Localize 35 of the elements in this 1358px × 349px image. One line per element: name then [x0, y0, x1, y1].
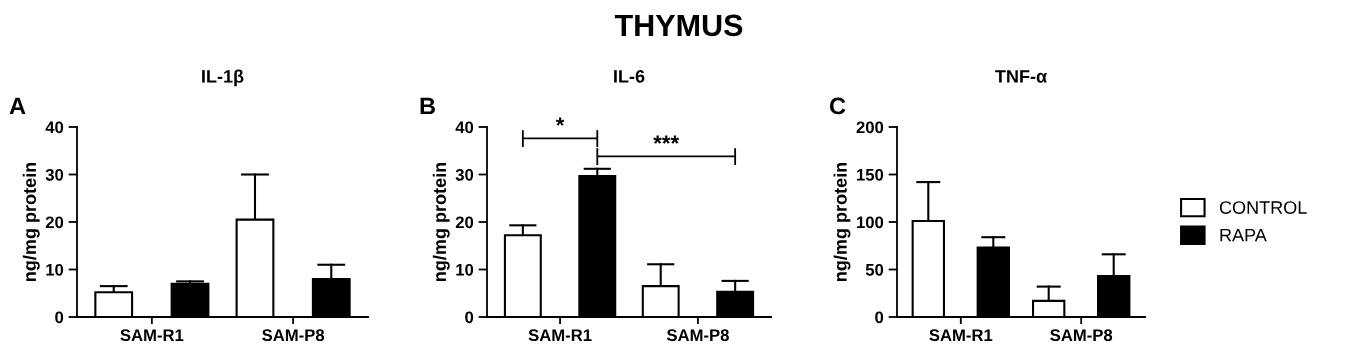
y-tick-label: 40	[45, 121, 64, 134]
y-tick-label: 100	[857, 216, 884, 229]
y-tick-label: 0	[465, 311, 474, 324]
y-tick-label: 30	[455, 168, 474, 181]
y-tick-label: 50	[865, 263, 884, 276]
text: C	[829, 97, 846, 115]
chart-title: IL-1β	[202, 69, 244, 87]
chart-title: IL-6	[614, 69, 645, 83]
y-axis-title: ng/mg protein	[833, 162, 851, 281]
y-tick-label: 30	[45, 168, 64, 181]
x-tick-label: SAM-P8	[262, 329, 325, 342]
y-tick-label: 10	[46, 263, 64, 276]
x-tick-label: SAM-R1	[120, 329, 184, 342]
y-tick-label: 0	[55, 311, 64, 324]
y-tick-label: 150	[857, 168, 884, 181]
x-tick-label: SAM-R1	[929, 329, 993, 342]
legend-label: RAPA	[1220, 228, 1267, 242]
legend-label: CONTROL	[1219, 201, 1307, 214]
y-tick-label: 200	[856, 121, 884, 134]
annotation: ***	[653, 135, 680, 144]
y-tick-label: 10	[456, 263, 474, 276]
chart-title: TNF-α	[995, 70, 1047, 83]
y-tick-label: 0	[875, 311, 884, 324]
y-axis-title: ng/mg protein	[432, 162, 450, 281]
y-tick-label: 20	[45, 216, 64, 229]
text: *	[555, 117, 565, 126]
y-tick-label: 20	[455, 216, 474, 229]
y-axis-title: ng/mg protein	[22, 162, 40, 281]
x-tick-label: SAM-R1	[528, 329, 592, 342]
text: THYMUS	[614, 14, 743, 37]
y-tick-label: 40	[455, 121, 474, 134]
text: B	[420, 97, 435, 115]
x-tick-label: SAM-P8	[666, 329, 729, 342]
x-tick-label: SAM-P8	[1050, 329, 1113, 342]
text: A	[9, 97, 26, 115]
